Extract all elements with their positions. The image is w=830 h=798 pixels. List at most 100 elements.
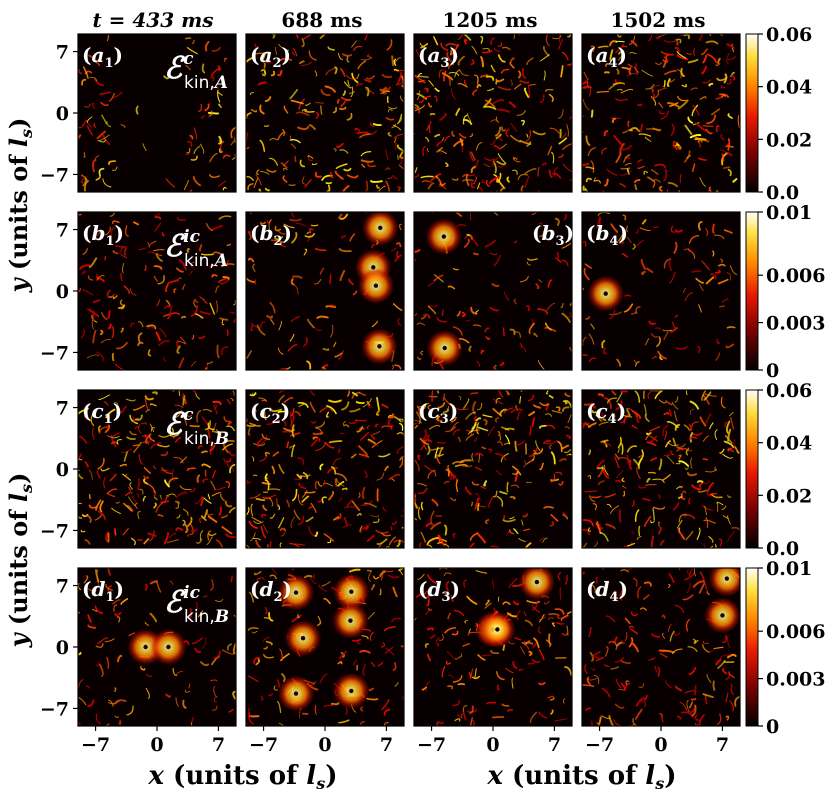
texture-stroke	[437, 185, 447, 187]
texture-stroke	[419, 404, 427, 410]
texture-stroke	[658, 102, 664, 109]
texture-stroke	[263, 524, 269, 534]
texture-stroke	[451, 88, 456, 100]
texture-stroke	[338, 248, 352, 253]
texture-stroke	[705, 516, 709, 529]
texture-stroke	[704, 583, 708, 592]
texture-stroke	[510, 79, 513, 86]
texture-stroke	[667, 624, 672, 632]
texture-stroke	[649, 426, 661, 432]
texture-stroke	[506, 612, 518, 618]
texture-stroke	[199, 143, 205, 154]
texture-stroke	[723, 166, 731, 169]
texture-stroke	[490, 64, 496, 73]
texture-stroke	[348, 91, 355, 95]
texture-stroke	[670, 225, 675, 233]
texture-stroke	[513, 83, 522, 90]
texture-stroke	[699, 284, 704, 292]
texture-stroke	[715, 63, 721, 67]
colorbar-tick-label: 0.02	[766, 485, 812, 507]
texture-stroke	[196, 474, 201, 483]
texture-stroke	[414, 419, 423, 424]
texture-stroke	[620, 569, 629, 573]
texture-stroke	[526, 133, 529, 138]
texture-stroke	[283, 105, 289, 114]
texture-stroke	[183, 416, 188, 426]
texture-stroke	[450, 497, 457, 502]
texture-stroke	[146, 673, 152, 677]
texture-stroke	[587, 147, 596, 157]
texture-stroke	[623, 303, 634, 313]
texture-stroke	[420, 42, 429, 49]
texture-stroke	[463, 398, 470, 409]
texture-stroke	[711, 108, 721, 116]
texture-stroke	[486, 701, 497, 705]
texture-stroke	[211, 492, 221, 497]
texture-stroke	[349, 568, 361, 573]
texture-stroke	[337, 213, 343, 219]
texture-stroke	[654, 666, 657, 673]
texture-stroke	[417, 322, 426, 326]
texture-stroke	[454, 212, 463, 217]
texture-stroke	[262, 408, 267, 421]
texture-stroke	[430, 521, 442, 530]
texture-stroke	[246, 507, 250, 517]
texture-stroke	[626, 542, 636, 547]
texture-stroke	[391, 617, 401, 623]
texture-stroke	[327, 467, 339, 474]
texture-stroke	[467, 112, 472, 122]
texture-stroke	[422, 313, 431, 319]
texture-stroke	[695, 122, 707, 132]
texture-stroke	[129, 482, 133, 490]
texture-stroke	[451, 630, 459, 636]
texture-stroke	[421, 686, 428, 691]
texture-stroke	[582, 519, 594, 527]
texture-stroke	[399, 422, 404, 431]
texture-stroke	[588, 495, 596, 503]
texture-stroke	[211, 430, 221, 437]
texture-stroke	[223, 443, 230, 454]
texture-stroke	[189, 270, 193, 276]
texture-stroke	[346, 499, 353, 507]
texture-stroke	[282, 419, 287, 426]
texture-stroke	[588, 85, 592, 97]
texture-stroke	[78, 126, 82, 129]
texture-stroke	[318, 584, 328, 592]
texture-stroke	[508, 530, 514, 535]
texture-stroke	[618, 144, 632, 151]
texture-stroke	[369, 631, 374, 641]
texture-stroke	[708, 536, 714, 543]
texture-stroke	[414, 74, 426, 84]
texture-stroke	[424, 465, 434, 473]
texture-stroke	[358, 445, 368, 456]
texture-stroke	[277, 517, 285, 529]
texture-stroke	[309, 401, 316, 413]
texture-stroke	[356, 131, 369, 135]
texture-stroke	[100, 338, 112, 344]
texture-stroke	[187, 140, 193, 147]
texture-stroke	[631, 500, 635, 507]
panel-texture	[414, 34, 572, 192]
texture-stroke	[163, 75, 170, 80]
texture-stroke	[147, 325, 154, 329]
texture-stroke	[569, 179, 572, 181]
colorbar-tick-label: 0.006	[766, 265, 826, 287]
texture-stroke	[339, 67, 346, 77]
texture-stroke	[528, 410, 536, 417]
texture-stroke	[227, 643, 232, 651]
texture-stroke	[175, 500, 180, 505]
texture-stroke	[311, 163, 318, 166]
texture-stroke	[101, 114, 108, 125]
texture-stroke	[629, 459, 633, 470]
texture-stroke	[484, 602, 492, 609]
texture-stroke	[524, 641, 534, 646]
texture-stroke	[200, 115, 206, 120]
texture-stroke	[303, 574, 313, 579]
texture-stroke	[527, 85, 531, 99]
texture-stroke	[210, 76, 215, 82]
texture-stroke	[95, 499, 102, 511]
texture-stroke	[190, 487, 196, 493]
texture-stroke	[364, 78, 372, 83]
texture-stroke	[590, 667, 595, 671]
